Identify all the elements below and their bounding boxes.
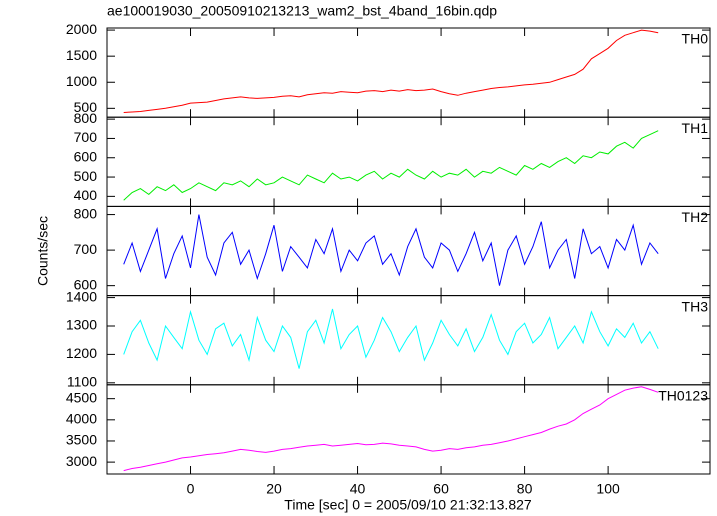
chart-title: ae100019030_20050910213213_wam2_bst_4ban…: [107, 3, 497, 19]
x-tick-label: 20: [266, 481, 282, 497]
x-axis-label: Time [sec] 0 = 2005/09/10 21:32:13.827: [284, 497, 532, 513]
x-tick-label: 0: [187, 481, 195, 497]
y-tick-label: 500: [74, 99, 98, 115]
y-tick-label: 800: [74, 205, 98, 221]
series-line: [123, 214, 659, 286]
series-line: [123, 29, 659, 113]
panel-label: TH1: [682, 120, 709, 136]
x-tick-label: 40: [350, 481, 366, 497]
panel-label: TH3: [682, 298, 709, 314]
y-tick-label: 1000: [66, 73, 97, 89]
series-line: [123, 386, 659, 472]
x-tick-label: 60: [433, 481, 449, 497]
panel-frame: [106, 384, 711, 475]
y-tick-label: 800: [74, 110, 98, 126]
y-tick-label: 1200: [66, 345, 97, 361]
panel-label: TH0: [682, 31, 709, 47]
x-tick-label: 100: [596, 481, 620, 497]
x-tick-label: 80: [517, 481, 533, 497]
y-tick-label: 1500: [66, 47, 97, 63]
y-tick-label: 400: [74, 187, 98, 203]
y-tick-label: 600: [74, 276, 98, 292]
y-tick-label: 700: [74, 129, 98, 145]
y-tick-label: 4500: [66, 389, 97, 405]
y-tick-label: 1100: [67, 374, 97, 390]
y-axis-label: Counts/sec: [35, 216, 51, 286]
y-tick-label: 500: [74, 168, 98, 184]
panel-label: TH2: [682, 209, 709, 225]
series-line: [123, 308, 659, 369]
panel-label: TH0123: [658, 388, 708, 404]
series-line: [123, 130, 659, 201]
y-tick-label: 3500: [66, 432, 97, 448]
y-tick-label: 3000: [66, 453, 97, 469]
y-tick-label: 700: [74, 241, 98, 257]
y-tick-label: 2000: [66, 21, 97, 37]
y-tick-label: 4000: [66, 411, 97, 427]
y-tick-label: 600: [74, 148, 98, 164]
y-tick-label: 1300: [66, 317, 97, 333]
y-tick-label: 1400: [66, 288, 97, 304]
